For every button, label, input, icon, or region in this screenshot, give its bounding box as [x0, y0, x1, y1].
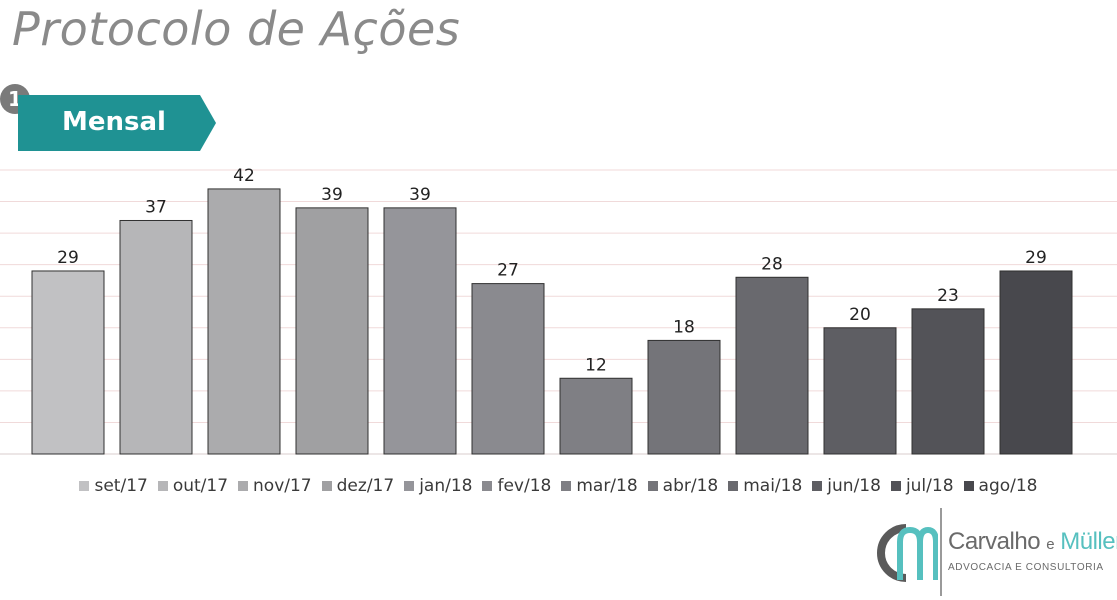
- legend-item: abr/18: [647, 476, 719, 496]
- legend-label: nov/17: [253, 476, 312, 496]
- legend-swatch: [890, 481, 901, 491]
- legend-label: fev/18: [497, 476, 552, 496]
- logo-subtitle: ADVOCACIA E CONSULTORIA: [948, 562, 1104, 573]
- bar-chart: 29 37 42 39 39 27 12 18 28 20 23 29: [0, 166, 1117, 455]
- legend-label: out/17: [172, 476, 229, 496]
- legend-swatch: [157, 481, 168, 491]
- bar-ago-18: [999, 270, 1073, 455]
- logo-name: Carvalho e Müller: [948, 528, 1117, 556]
- legend-item: mar/18: [561, 476, 638, 496]
- legend-item: jul/18: [890, 476, 954, 496]
- data-label: 28: [761, 254, 783, 274]
- legend-label: mai/18: [743, 476, 803, 496]
- bar-dez-17: [295, 207, 369, 455]
- bar-fev-18: [471, 283, 545, 455]
- bar-abr-18: [647, 339, 721, 455]
- data-label: 27: [497, 261, 519, 281]
- legend-swatch: [647, 481, 658, 491]
- legend-swatch: [79, 481, 90, 491]
- bar-mar-18: [559, 377, 633, 455]
- bar-jun-18: [823, 327, 897, 455]
- legend-swatch: [238, 481, 249, 491]
- section-tag: Mensal: [18, 95, 216, 151]
- section-tag-label: Mensal: [62, 107, 166, 137]
- legend-label: set/17: [94, 476, 148, 496]
- data-label: 18: [673, 317, 695, 337]
- data-label: 23: [937, 286, 959, 306]
- company-logo: Carvalho e Müller ADVOCACIA E CONSULTORI…: [872, 508, 1117, 596]
- legend-item: jan/18: [404, 476, 472, 496]
- logo-divider: [940, 508, 942, 596]
- legend-swatch: [963, 481, 974, 491]
- data-label: 29: [1025, 248, 1047, 268]
- legend-label: jun/18: [827, 476, 881, 496]
- legend-swatch: [728, 481, 739, 491]
- bar-jul-18: [911, 308, 985, 455]
- data-label: 12: [585, 355, 607, 375]
- chart-legend: set/17 out/17 nov/17 dez/17 jan/18 fev/18 mar/…: [0, 476, 1117, 496]
- bar-jan-18: [383, 207, 457, 455]
- legend-label: mar/18: [576, 476, 638, 496]
- legend-item: fev/18: [482, 476, 551, 496]
- legend-item: nov/17: [238, 476, 312, 496]
- data-label: 29: [57, 248, 79, 268]
- bar-mai-18: [735, 276, 809, 455]
- legend-swatch: [812, 481, 823, 491]
- legend-label: ago/18: [978, 476, 1038, 496]
- logo-name-first: Carvalho: [948, 528, 1041, 555]
- cm-logo-mark: [877, 524, 938, 582]
- legend-item: mai/18: [728, 476, 802, 496]
- legend-item: jun/18: [812, 476, 881, 496]
- legend-label: dez/17: [336, 476, 395, 496]
- bar-out-17: [119, 219, 193, 455]
- legend-label: jan/18: [419, 476, 473, 496]
- logo-name-last: Müller: [1060, 528, 1117, 555]
- legend-label: jul/18: [905, 476, 954, 496]
- data-label: 37: [145, 197, 167, 217]
- bar-set-17: [31, 270, 105, 455]
- legend-item: out/17: [157, 476, 229, 496]
- logo-name-joiner: e: [1046, 536, 1055, 553]
- legend-swatch: [404, 481, 415, 491]
- data-label: 39: [409, 185, 431, 205]
- legend-label: abr/18: [662, 476, 719, 496]
- data-label: 20: [849, 305, 871, 325]
- data-label: 39: [321, 185, 343, 205]
- legend-item: dez/17: [321, 476, 395, 496]
- legend-swatch: [561, 481, 572, 491]
- page-title: Protocolo de Ações: [12, 2, 461, 56]
- legend-swatch: [321, 481, 332, 491]
- legend-item: set/17: [79, 476, 148, 496]
- data-label: 42: [233, 166, 255, 186]
- legend-item: ago/18: [963, 476, 1038, 496]
- bar-nov-17: [207, 188, 281, 455]
- legend-swatch: [482, 481, 493, 491]
